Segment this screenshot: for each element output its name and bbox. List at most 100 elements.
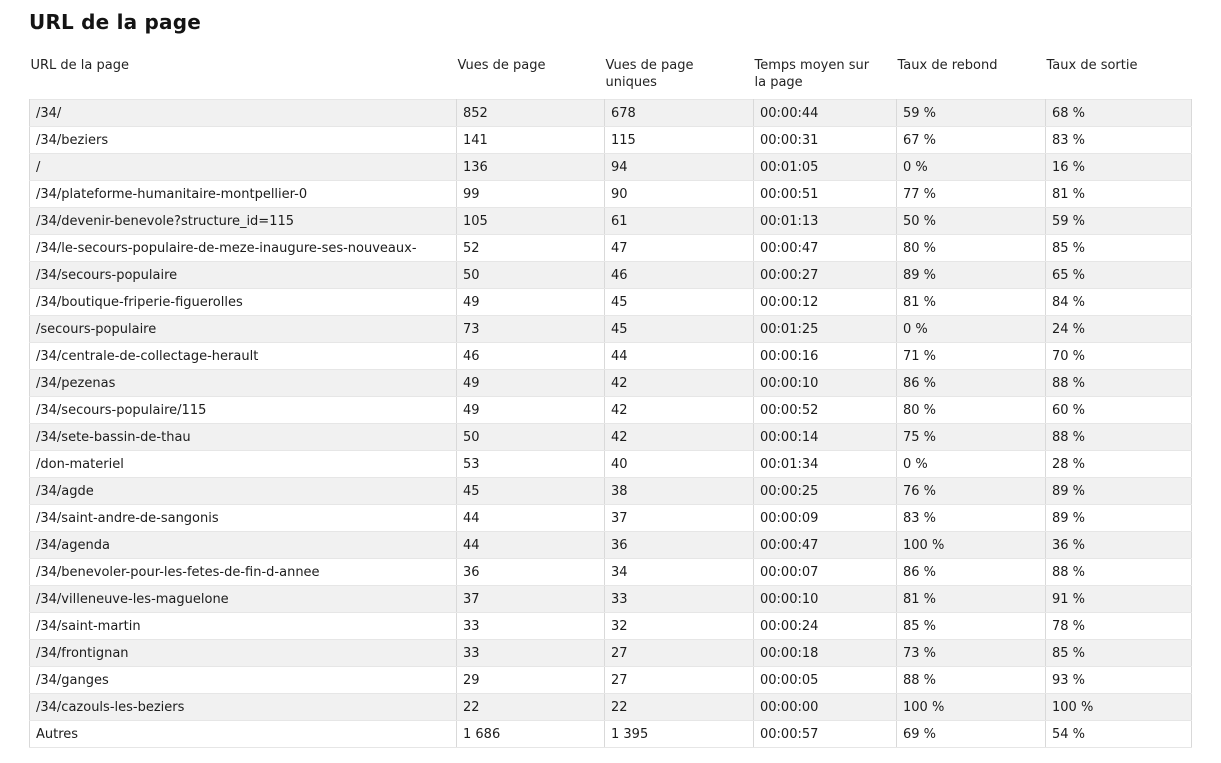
- page-title: URL de la page: [29, 10, 201, 34]
- bounce-rate-cell: 100 %: [896, 693, 1046, 721]
- page-url-cell[interactable]: /34/le-secours-populaire-de-meze-inaugur…: [29, 234, 457, 262]
- table-row: /34/frontignan 33 27 00:00:18 73 % 85 %: [29, 639, 1192, 667]
- page-views-cell: 33: [456, 612, 605, 640]
- exit-rate-cell: 78 %: [1045, 612, 1192, 640]
- exit-rate-cell: 88 %: [1045, 369, 1192, 397]
- table-row: /34/benevoler-pour-les-fetes-de-fin-d-an…: [29, 558, 1192, 586]
- table-row: /34/boutique-friperie-figuerolles 49 45 00:…: [29, 288, 1192, 316]
- page-url-cell[interactable]: /don-materiel: [29, 450, 457, 478]
- unique-views-cell: 34: [604, 558, 754, 586]
- table-header-row: URL de la page Vues de page Vues de page…: [30, 55, 1192, 100]
- exit-rate-cell: 89 %: [1045, 477, 1192, 505]
- exit-rate-cell: 85 %: [1045, 234, 1192, 262]
- bounce-rate-cell: 67 %: [896, 126, 1046, 154]
- exit-rate-cell: 68 %: [1045, 99, 1192, 127]
- table-row: /34/saint-martin 33 32 00:00:24 85 % 78 %: [29, 612, 1192, 640]
- avg-time-cell: 00:00:24: [753, 612, 897, 640]
- page-views-cell: 852: [456, 99, 605, 127]
- table-body: /34/852 678 00:00:44 59 % 68 %/34/beziers 141…: [29, 99, 1192, 748]
- avg-time-cell: 00:00:57: [753, 720, 897, 748]
- page-views-cell: 52: [456, 234, 605, 262]
- page-url-cell[interactable]: /34/sete-bassin-de-thau: [29, 423, 457, 451]
- unique-views-cell: 47: [604, 234, 754, 262]
- page-url-cell[interactable]: /34/plateforme-humanitaire-montpellier-0: [29, 180, 457, 208]
- avg-time-cell: 00:00:51: [753, 180, 897, 208]
- unique-views-cell: 46: [604, 261, 754, 289]
- page-url-cell[interactable]: /34/saint-andre-de-sangonis: [29, 504, 457, 532]
- bounce-rate-cell: 77 %: [896, 180, 1046, 208]
- page-views-cell: 50: [456, 423, 605, 451]
- table-row: /34/plateforme-humanitaire-montpellier-0…: [29, 180, 1192, 208]
- exit-rate-cell: 83 %: [1045, 126, 1192, 154]
- page-url-cell[interactable]: /34/cazouls-les-beziers: [29, 693, 457, 721]
- avg-time-cell: 00:00:44: [753, 99, 897, 127]
- avg-time-cell: 00:00:07: [753, 558, 897, 586]
- page-views-cell: 46: [456, 342, 605, 370]
- column-header-page-views[interactable]: Vues de page: [457, 58, 546, 73]
- page-url-cell[interactable]: /34/: [29, 99, 457, 127]
- page-views-cell: 141: [456, 126, 605, 154]
- table-row: /34/agde 45 38 00:00:25 76 % 89 %: [29, 477, 1192, 505]
- page-views-cell: 136: [456, 153, 605, 181]
- exit-rate-cell: 88 %: [1045, 423, 1192, 451]
- page-views-cell: 73: [456, 315, 605, 343]
- avg-time-cell: 00:00:05: [753, 666, 897, 694]
- table-row: /34/saint-andre-de-sangonis 44 37 00:00:09 8…: [29, 504, 1192, 532]
- table-row: /don-materiel 53 40 00:01:34 0 % 28 %: [29, 450, 1192, 478]
- page-url-cell[interactable]: /34/secours-populaire/115: [29, 396, 457, 424]
- page-url-cell[interactable]: /34/ganges: [29, 666, 457, 694]
- page-url-cell[interactable]: /34/devenir-benevole?structure_id=115: [29, 207, 457, 235]
- page-url-cell[interactable]: /34/secours-populaire: [29, 261, 457, 289]
- bounce-rate-cell: 83 %: [896, 504, 1046, 532]
- page-url-cell[interactable]: /34/frontignan: [29, 639, 457, 667]
- bounce-rate-cell: 89 %: [896, 261, 1046, 289]
- page-url-cell[interactable]: /34/boutique-friperie-figuerolles: [29, 288, 457, 316]
- column-header-bounce-rate[interactable]: Taux de rebond: [897, 58, 998, 73]
- page-views-cell: 53: [456, 450, 605, 478]
- table-row: /34/cazouls-les-beziers 22 22 00:00:00 100 %…: [29, 693, 1192, 721]
- page-views-cell: 99: [456, 180, 605, 208]
- page-views-cell: 29: [456, 666, 605, 694]
- column-header-exit-rate[interactable]: Taux de sortie: [1046, 58, 1138, 73]
- avg-time-cell: 00:01:13: [753, 207, 897, 235]
- page-url-cell[interactable]: /34/benevoler-pour-les-fetes-de-fin-d-an…: [29, 558, 457, 586]
- unique-views-cell: 45: [604, 315, 754, 343]
- page-url-cell[interactable]: /34/centrale-de-collectage-herault: [29, 342, 457, 370]
- avg-time-cell: 00:01:25: [753, 315, 897, 343]
- unique-views-cell: 42: [604, 369, 754, 397]
- page-url-cell[interactable]: /34/agde: [29, 477, 457, 505]
- page-views-cell: 44: [456, 504, 605, 532]
- exit-rate-cell: 89 %: [1045, 504, 1192, 532]
- bounce-rate-cell: 81 %: [896, 585, 1046, 613]
- page-views-cell: 49: [456, 396, 605, 424]
- column-header-page-url[interactable]: URL de la page: [30, 58, 129, 73]
- table-row: /34/852 678 00:00:44 59 % 68 %: [29, 99, 1192, 127]
- page-url-cell[interactable]: /secours-populaire: [29, 315, 457, 343]
- bounce-rate-cell: 75 %: [896, 423, 1046, 451]
- column-header-unique-views[interactable]: Vues de page uniques: [605, 58, 694, 90]
- avg-time-cell: 00:00:00: [753, 693, 897, 721]
- column-header-avg-time[interactable]: Temps moyen sur la page: [754, 58, 870, 90]
- table-row: /34/sete-bassin-de-thau 50 42 00:00:14 75 % 8…: [29, 423, 1192, 451]
- page-views-cell: 45: [456, 477, 605, 505]
- bounce-rate-cell: 0 %: [896, 315, 1046, 343]
- page-url-cell[interactable]: /34/agenda: [29, 531, 457, 559]
- page-url-cell[interactable]: /34/villeneuve-les-maguelone: [29, 585, 457, 613]
- unique-views-cell: 22: [604, 693, 754, 721]
- unique-views-cell: 42: [604, 423, 754, 451]
- bounce-rate-cell: 85 %: [896, 612, 1046, 640]
- table-row: /34/le-secours-populaire-de-meze-inaugur…: [29, 234, 1192, 262]
- page-url-cell[interactable]: Autres: [29, 720, 457, 748]
- avg-time-cell: 00:01:05: [753, 153, 897, 181]
- page-url-cell[interactable]: /34/saint-martin: [29, 612, 457, 640]
- page-url-cell[interactable]: /34/beziers: [29, 126, 457, 154]
- page-views-cell: 49: [456, 288, 605, 316]
- unique-views-cell: 61: [604, 207, 754, 235]
- page-url-cell[interactable]: /34/pezenas: [29, 369, 457, 397]
- exit-rate-cell: 85 %: [1045, 639, 1192, 667]
- page-url-cell[interactable]: /: [29, 153, 457, 181]
- table-row: /34/secours-populaire/115 49 42 00:00:52 80 …: [29, 396, 1192, 424]
- avg-time-cell: 00:00:16: [753, 342, 897, 370]
- bounce-rate-cell: 86 %: [896, 369, 1046, 397]
